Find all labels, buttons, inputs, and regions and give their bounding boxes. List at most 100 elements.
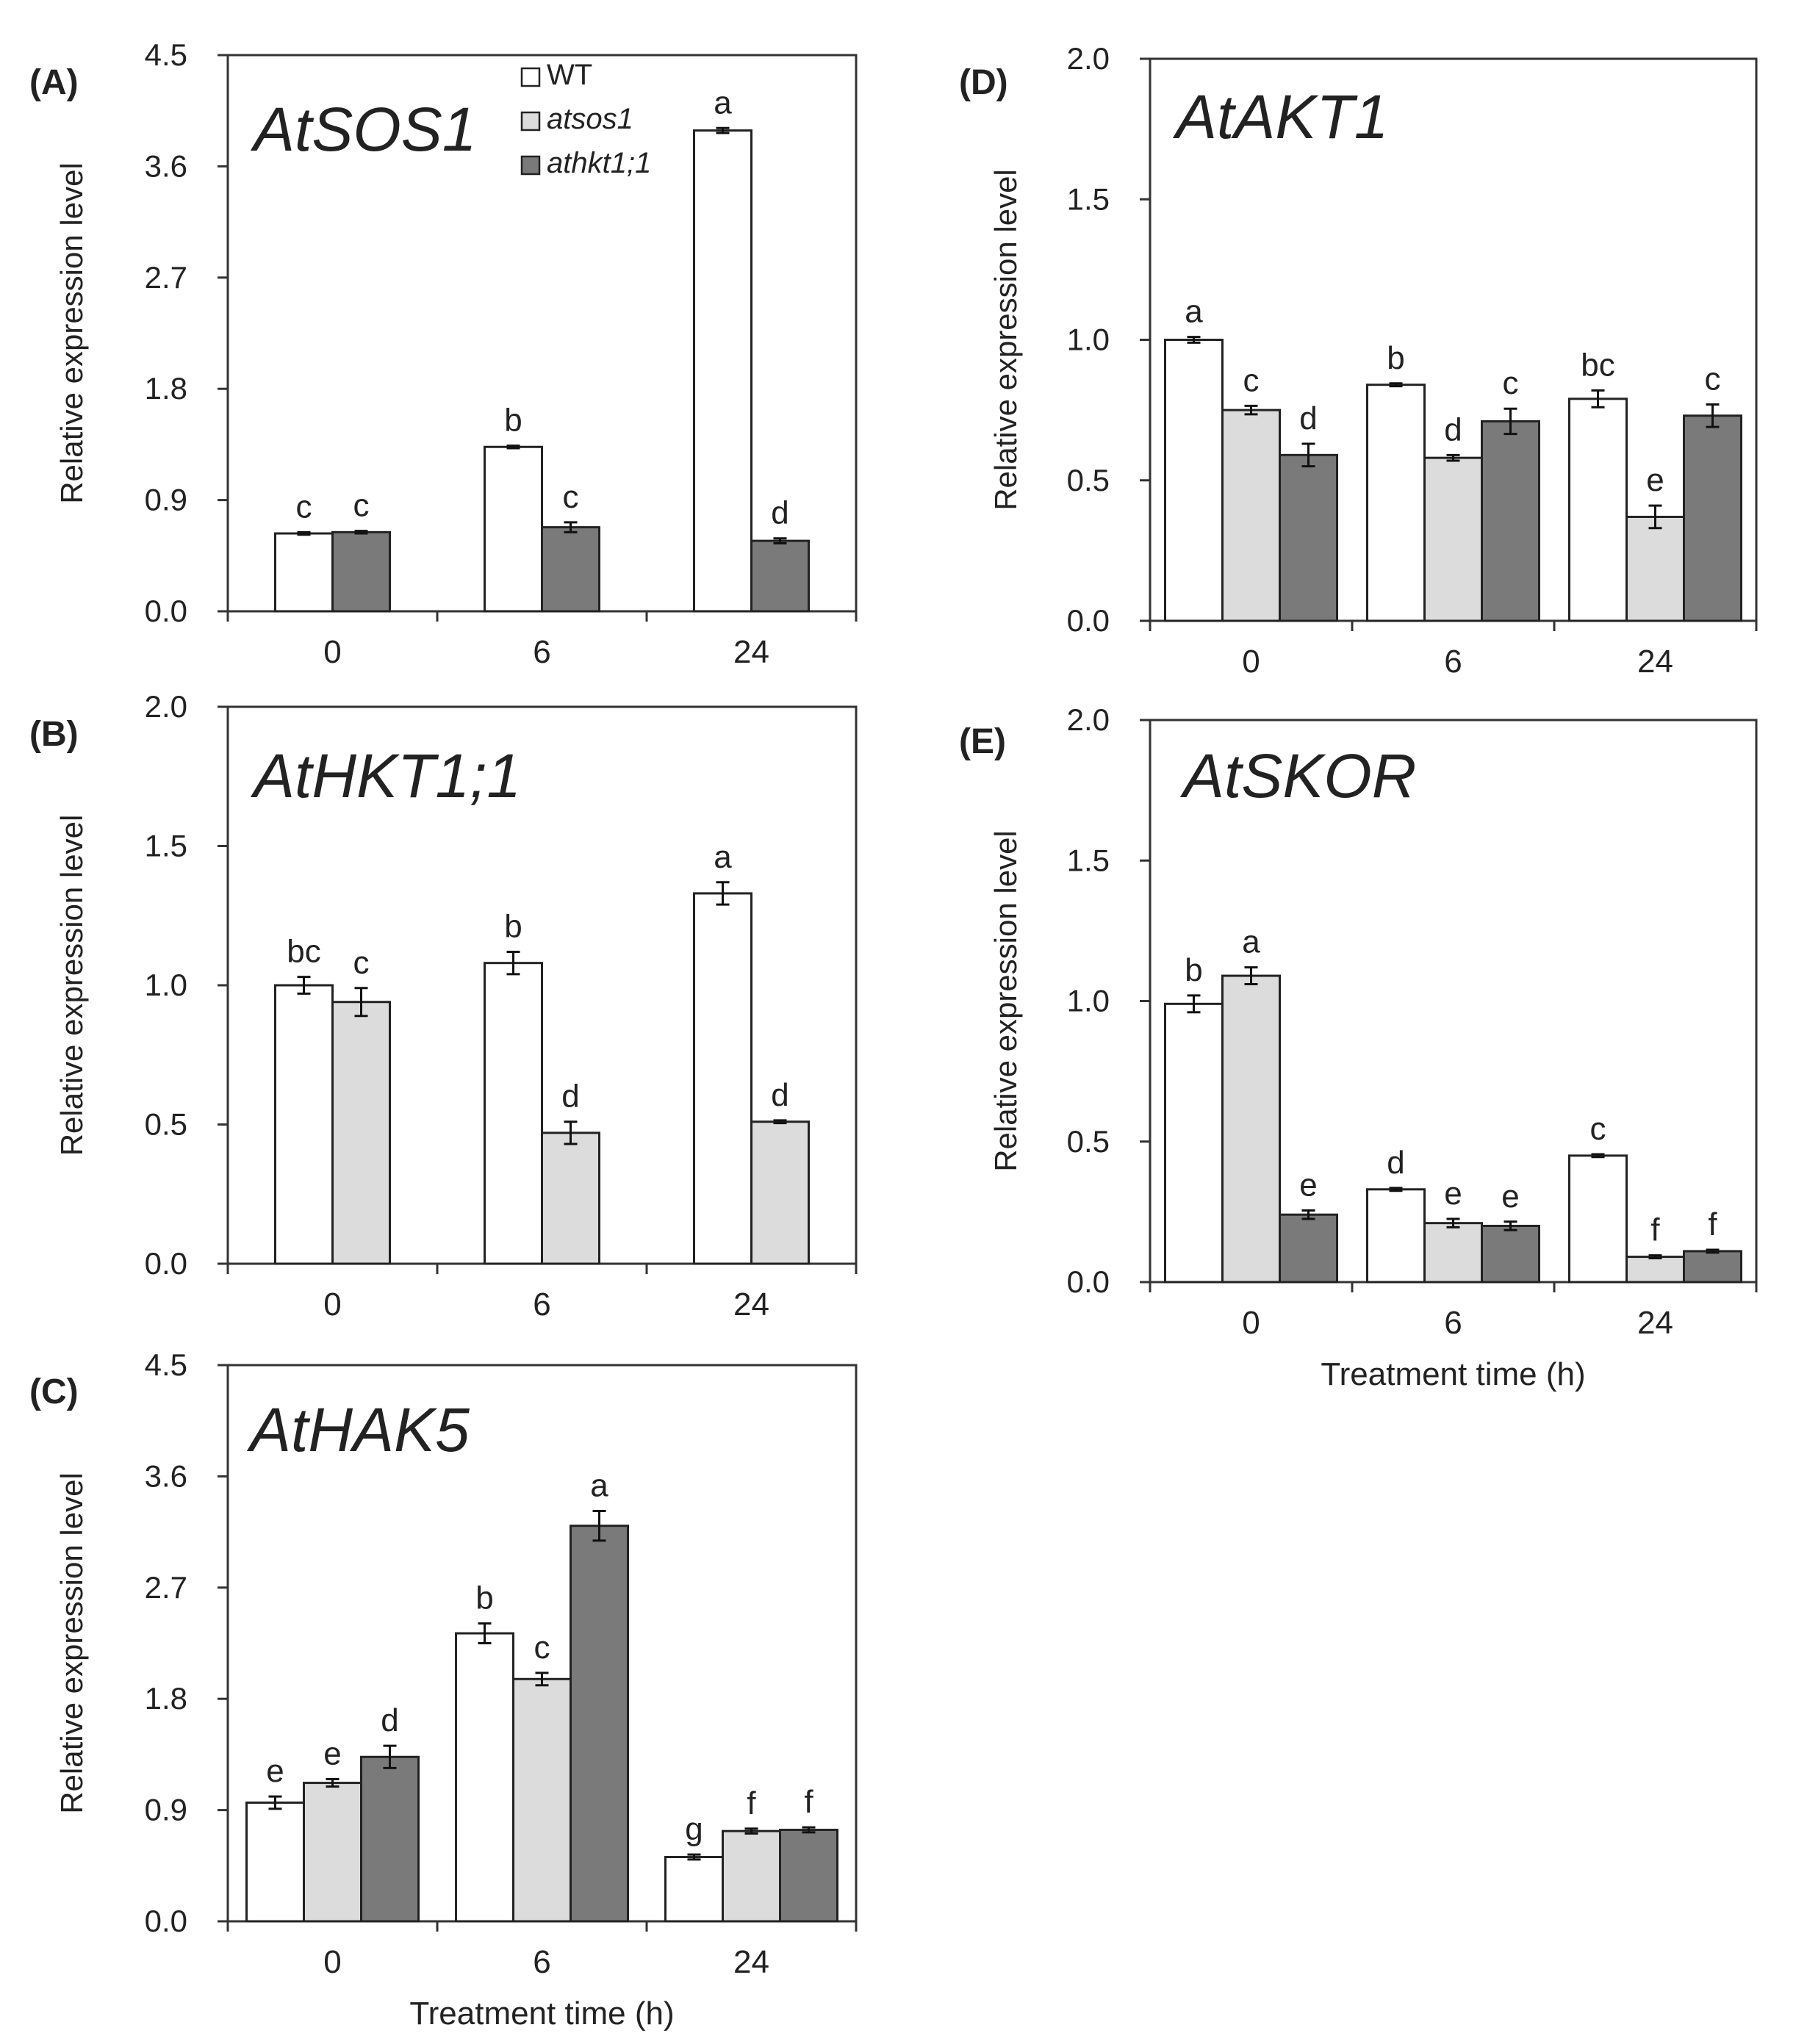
y-tick-label-b: 2.0 [145,689,187,724]
significance-letter-d: a [1185,294,1203,330]
bar-e-atsos1 [1625,1256,1685,1284]
legend-swatch-athkt11 [520,155,541,176]
y-tick-label-d: 1.0 [1067,323,1110,357]
y-tick-label-b: 1.0 [145,968,187,1002]
panel-c: (C) AtHAK5 Relative expression level 0.0 0.9… [29,1347,858,2032]
bar-a-athkt11 [750,539,810,613]
significance-letter-c: a [590,1468,608,1504]
significance-letter-e: a [1242,924,1260,960]
significance-letter-c: b [475,1580,493,1616]
y-axis-label-d: Relative expression level [988,169,1023,511]
y-tick-label-e: 1.5 [1067,843,1110,877]
x-tick-label-b: 6 [533,1287,550,1323]
bar-e-athkt11 [1683,1250,1742,1284]
x-tick-label-c: 24 [733,1944,769,1980]
y-tick-label-c: 4.5 [145,1347,187,1382]
y-axis-label-b: Relative expression level [54,815,89,1156]
y-tick-label-c: 3.6 [145,1458,187,1493]
y-tick-label-a: 0.0 [145,594,187,628]
bar-b-atsos1 [750,1120,810,1265]
bar-d-WT [1366,384,1426,622]
x-tick-label-e: 0 [1242,1305,1260,1341]
bar-a-athkt11 [331,530,391,613]
bar-c-atsos1 [303,1782,362,1923]
bar-a-athkt11 [541,526,600,613]
significance-letter-d: c [1705,361,1721,397]
significance-letter-d: b [1387,340,1404,376]
x-tick-label-c: 6 [533,1944,550,1980]
bar-a-WT [484,445,543,613]
significance-letter-d: e [1646,462,1664,498]
x-tick-label-b: 24 [733,1287,769,1323]
bar-c-WT [664,1856,724,1923]
x-tick-label-b: 0 [323,1287,341,1323]
bar-d-WT [1568,397,1628,622]
significance-letter-b: d [561,1079,579,1115]
significance-letter-a: c [353,488,370,524]
panel-label-d: (D) [959,63,1008,102]
bar-c-athkt11 [360,1755,420,1923]
x-tick-label-e: 24 [1637,1305,1673,1341]
y-tick-label-c: 0.9 [145,1793,187,1827]
bar-b-WT [484,962,543,1265]
x-axis-label-e: Treatment time (h) [1321,1356,1585,1392]
y-tick-label-e: 0.0 [1067,1264,1110,1299]
bar-c-atsos1 [722,1829,781,1923]
y-tick-label-a: 0.9 [145,483,187,517]
significance-letter-a: c [563,479,579,515]
y-tick-label-c: 0.0 [145,1904,187,1938]
significance-letter-b: d [771,1077,788,1113]
gene-title-a: AtSOS1 [250,95,476,164]
significance-letter-d: d [1444,411,1462,447]
x-tick-label-a: 6 [533,634,550,670]
y-tick-label-b: 1.5 [145,829,187,863]
bar-d-atsos1 [1221,409,1281,622]
legend-swatch-WT [520,67,541,87]
y-tick-label-d: 2.0 [1067,41,1110,76]
significance-letter-c: e [266,1753,284,1789]
significance-letter-e: d [1387,1145,1404,1181]
legend-label-WT: WT [547,59,592,91]
y-tick-label-a: 1.8 [145,371,187,406]
y-tick-label-d: 0.5 [1067,463,1110,497]
gene-title-e: AtSKOR [1179,741,1416,810]
panel-label-a: (A) [29,63,79,102]
y-tick-label-e: 2.0 [1067,702,1110,737]
significance-letter-b: a [714,839,732,875]
significance-letter-d: c [1243,362,1260,398]
significance-letter-a: a [714,84,732,120]
x-tick-label-d: 0 [1242,644,1260,680]
y-tick-label-b: 0.0 [145,1246,187,1281]
x-tick-label-d: 24 [1637,644,1673,680]
y-axis-label-c: Relative expression level [54,1472,89,1814]
bar-e-athkt11 [1279,1213,1338,1284]
y-tick-label-c: 2.7 [145,1570,187,1605]
legend-swatch-atsos1 [520,111,541,132]
panel-label-e: (E) [959,722,1006,761]
y-tick-label-c: 1.8 [145,1681,187,1716]
panel-label-c: (C) [29,1372,79,1411]
bar-c-WT [245,1802,305,1923]
x-tick-label-a: 24 [733,634,769,670]
x-tick-label-d: 6 [1444,644,1462,680]
significance-letter-d: c [1503,365,1519,401]
y-axis-label-e: Relative expression level [988,830,1023,1172]
bar-d-WT [1164,339,1224,622]
x-tick-label-c: 0 [323,1944,341,1980]
panel-e: (E) AtSKOR Relative expression level 0.0 0.5… [959,702,1758,1392]
significance-letter-a: b [504,403,522,439]
y-axis-label-a: Relative expression level [54,162,89,504]
bar-c-athkt11 [570,1525,629,1923]
bar-b-WT [693,892,752,1265]
bar-d-athkt11 [1481,420,1540,622]
significance-letter-e: f [1708,1206,1717,1242]
significance-letter-c: e [323,1736,341,1772]
y-tick-label-d: 0.0 [1067,603,1110,638]
y-tick-label-d: 1.5 [1067,181,1110,216]
legend-label-atsos1: atsos1 [547,103,633,135]
x-tick-label-a: 0 [323,634,341,670]
significance-letter-d: d [1299,400,1317,436]
significance-letter-e: f [1650,1212,1660,1248]
bar-b-WT [274,984,334,1265]
significance-letter-c: g [685,1811,703,1847]
